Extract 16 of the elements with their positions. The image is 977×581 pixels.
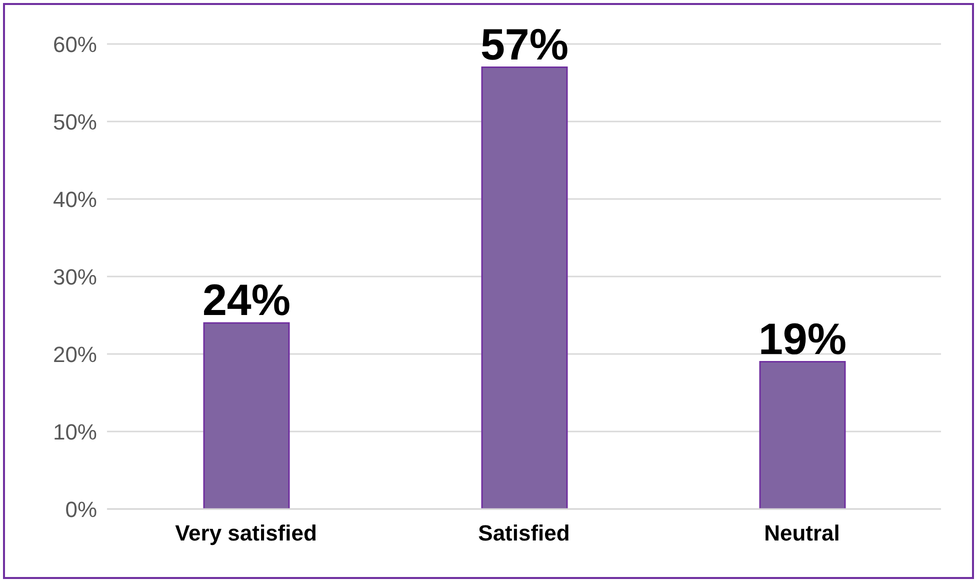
y-tick-label: 10% — [52, 419, 97, 444]
x-tick-label: Very satisfied — [175, 520, 317, 546]
data-label: 19% — [758, 314, 847, 364]
x-tick-label: Satisfied — [478, 520, 570, 546]
bar — [481, 66, 568, 509]
y-tick-label: 30% — [52, 264, 97, 290]
y-tick-label: 20% — [52, 342, 97, 367]
bar — [203, 322, 290, 509]
y-tick-label: 0% — [65, 496, 97, 522]
y-tick-label: 40% — [52, 186, 97, 212]
data-label: 24% — [202, 276, 291, 325]
bar — [759, 361, 846, 509]
data-label: 57% — [480, 20, 569, 70]
y-tick-label: 60% — [52, 32, 97, 57]
x-tick-label: Neutral — [764, 520, 840, 546]
y-tick-label: 50% — [52, 109, 97, 134]
